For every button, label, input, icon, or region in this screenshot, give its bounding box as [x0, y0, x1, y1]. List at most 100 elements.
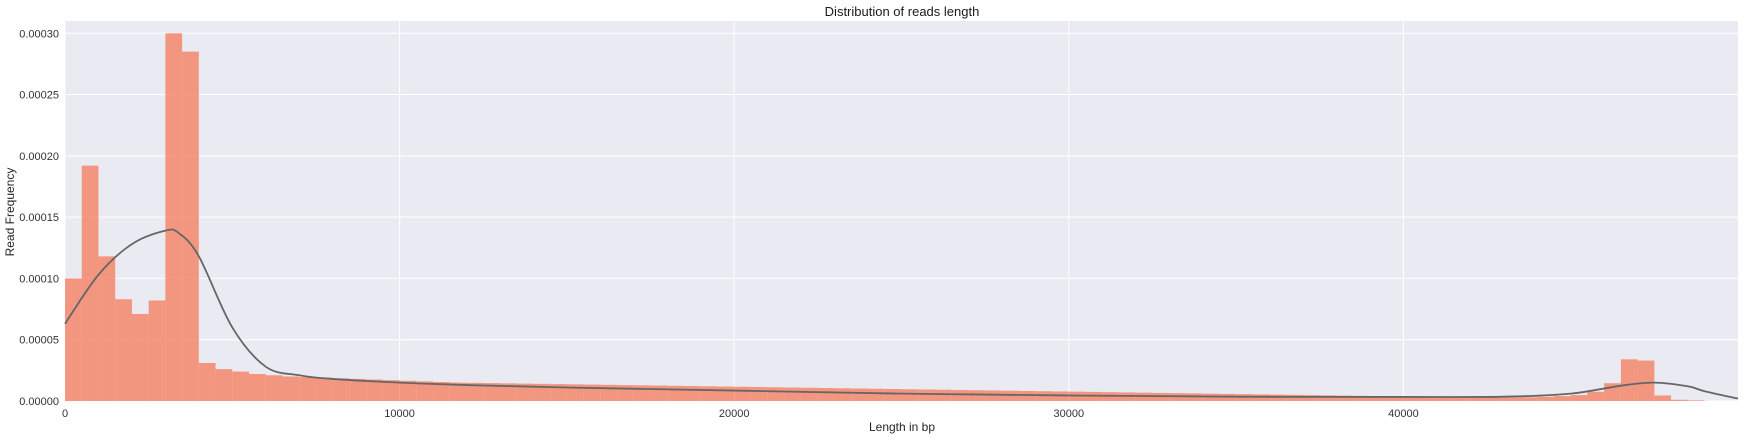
histogram-bar: [667, 385, 685, 401]
y-tick-labels: 0.00000 0.00005 0.00010 0.00015 0.00020 0.000…: [19, 28, 59, 408]
histogram-bar: [1420, 396, 1437, 401]
histogram-bar: [734, 386, 751, 401]
histogram-bar: [249, 374, 266, 401]
histogram-bar: [801, 387, 818, 401]
histogram-bar: [1453, 397, 1471, 401]
x-axis-label: Length in bp: [869, 420, 935, 434]
y-tick-label: 0.00015: [19, 212, 59, 224]
histogram-bar: [1671, 399, 1688, 401]
histogram-bar: [1553, 396, 1571, 401]
histogram-bar: [700, 386, 718, 401]
histogram-bar: [433, 382, 450, 401]
histogram-bar: [1403, 396, 1421, 401]
histogram-bar: [1570, 395, 1588, 401]
histogram-bar: [299, 377, 316, 401]
histogram-bar: [884, 388, 902, 401]
histogram-bar: [633, 385, 651, 401]
histogram-bar: [1654, 395, 1672, 401]
kde-curve: [64, 228, 1739, 400]
y-tick-label: 0.00020: [19, 151, 59, 163]
x-tick-label: 30000: [1054, 408, 1085, 420]
histogram-bar: [617, 385, 634, 401]
histogram-bar: [416, 381, 434, 401]
histogram-bar: [1252, 394, 1270, 401]
histogram-bar: [165, 33, 183, 402]
x-tick-label: 40000: [1388, 408, 1419, 420]
histogram-bar: [115, 299, 132, 401]
histogram-bar: [1503, 397, 1521, 401]
histogram-bar: [366, 379, 383, 401]
histogram-bar: [1537, 396, 1554, 401]
histogram-bar: [1319, 395, 1337, 401]
histogram-bar: [516, 383, 534, 401]
histogram-bar: [1369, 396, 1387, 401]
histogram-bar: [399, 380, 417, 401]
histogram-bar: [98, 256, 116, 401]
histogram-bar: [466, 382, 484, 401]
y-tick-label: 0.00030: [19, 28, 59, 40]
y-tick-label: 0.00025: [19, 90, 59, 102]
histogram-bar: [282, 376, 300, 401]
chart-title: Distribution of reads length: [825, 4, 980, 19]
histogram-bar: [1620, 359, 1638, 401]
histogram-bar: [968, 390, 986, 401]
x-tick-labels: 0 10000 20000 30000 40000: [62, 408, 1419, 420]
histogram-bar: [382, 380, 400, 401]
y-axis-label: Read Frequency: [3, 168, 17, 257]
histogram-bar: [215, 369, 233, 401]
histogram-bar: [985, 390, 1002, 401]
histogram-bar: [918, 389, 935, 401]
histogram-bar: [1687, 400, 1705, 401]
histogram-bar: [182, 51, 199, 401]
histogram-bar: [1520, 397, 1538, 401]
histogram-bar: [265, 375, 283, 401]
histogram-bar: [684, 386, 701, 401]
histogram-bar: [1436, 397, 1454, 401]
y-tick-label: 0.00005: [19, 335, 59, 347]
histogram-bar: [499, 383, 517, 401]
histogram-bar: [1018, 390, 1036, 401]
histogram-bar: [600, 384, 618, 401]
histogram-bar: [81, 165, 99, 401]
histogram-bar: [148, 300, 166, 401]
x-tick-label: 0: [62, 408, 68, 420]
histogram-bar: [1637, 360, 1655, 401]
histogram-bar: [934, 389, 952, 401]
histogram-bar: [483, 383, 500, 401]
histogram-bar: [315, 377, 333, 401]
histogram-bar: [750, 387, 768, 401]
histogram-bar: [951, 389, 969, 401]
histogram-bar: [1336, 395, 1354, 401]
histogram-bar: [901, 389, 919, 401]
histogram-bar: [834, 388, 852, 401]
histogram-bar: [868, 388, 885, 401]
histogram-bar: [1487, 397, 1504, 401]
histogram-bar: [198, 363, 216, 401]
histogram-bar: [1303, 395, 1320, 401]
histogram-bar: [784, 387, 802, 401]
histogram-bar: [449, 382, 467, 401]
histogram-bar: [232, 371, 250, 401]
plot-area: [65, 21, 1738, 401]
x-tick-label: 20000: [719, 408, 750, 420]
y-tick-label: 0.00000: [19, 396, 59, 408]
histogram-bar: [1386, 396, 1404, 401]
histogram-bar: [717, 386, 735, 401]
y-tick-label: 0.00010: [19, 273, 59, 285]
histogram-bar: [1470, 397, 1488, 401]
histogram-bar: [1353, 395, 1370, 401]
histogram-bar: [1001, 390, 1019, 401]
histogram-bar: [65, 278, 82, 401]
histogram-bar: [650, 385, 668, 401]
histogram-bar: [131, 313, 149, 401]
histogram-bar: [851, 388, 869, 401]
histogram-bar: [1587, 391, 1605, 401]
histogram-bar: [817, 388, 835, 401]
histogram-bar: [332, 378, 350, 401]
histogram-bar: [1286, 394, 1304, 401]
histogram-bar: [767, 387, 785, 401]
histogram-bar: [349, 378, 367, 401]
histogram-bar: [533, 383, 551, 401]
